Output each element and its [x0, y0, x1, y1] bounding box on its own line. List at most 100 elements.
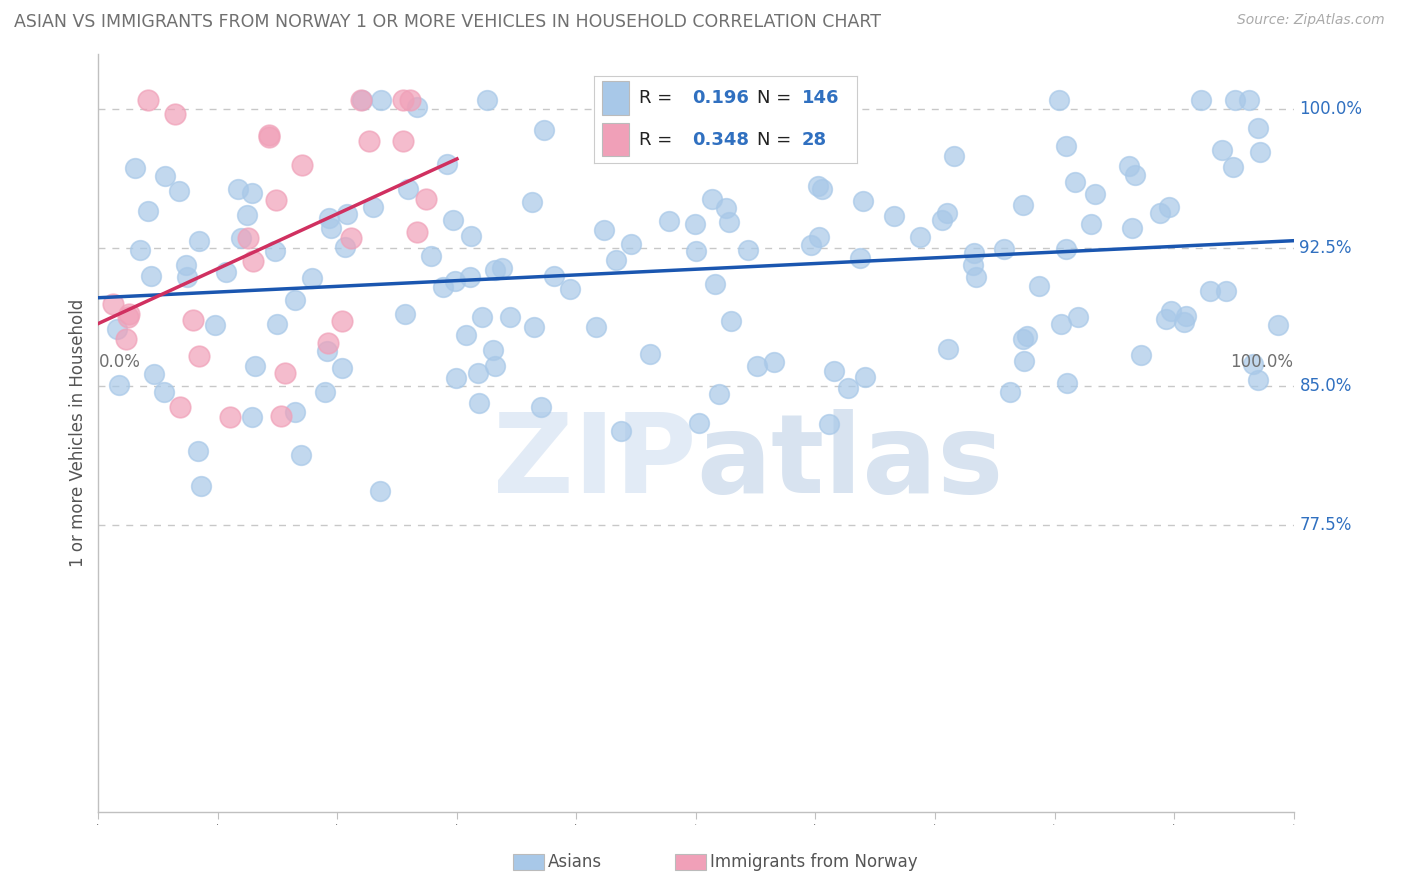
Point [638, 346, 661, 360]
Point [240, 410, 263, 425]
Point [823, 363, 845, 377]
Point [1237, 93, 1260, 107]
Point [330, 313, 353, 327]
Point [357, 134, 380, 148]
Point [340, 231, 363, 245]
Point [1000, 384, 1022, 399]
Point [266, 194, 288, 208]
Point [129, 243, 152, 257]
Text: 92.5%: 92.5% [1299, 239, 1353, 257]
Point [683, 217, 706, 231]
Point [330, 361, 353, 376]
Point [1012, 332, 1035, 346]
Point [481, 343, 503, 357]
Point [266, 317, 288, 331]
Point [240, 186, 263, 200]
Text: 85.0%: 85.0% [1299, 377, 1353, 395]
Point [236, 208, 259, 222]
Point [707, 386, 730, 401]
Point [436, 157, 458, 171]
Point [405, 100, 427, 114]
Point [368, 483, 391, 498]
Point [658, 213, 681, 227]
Point [238, 231, 260, 245]
Point [523, 320, 546, 334]
Point [392, 134, 415, 148]
Point [1199, 284, 1222, 298]
Point [543, 269, 565, 284]
Point [1149, 205, 1171, 219]
Point [226, 181, 249, 195]
Point [117, 310, 139, 325]
Point [763, 354, 786, 368]
Point [139, 269, 162, 284]
Y-axis label: 1 or more Vehicles in Household: 1 or more Vehicles in Household [69, 299, 87, 566]
Point [818, 417, 841, 432]
Point [284, 293, 307, 308]
Point [176, 270, 198, 285]
Point [273, 367, 295, 381]
Point [290, 448, 312, 462]
Point [167, 184, 190, 198]
Point [883, 209, 905, 223]
Point [181, 312, 204, 326]
Point [700, 192, 723, 206]
Point [1017, 328, 1039, 343]
Point [593, 222, 616, 236]
Point [301, 270, 323, 285]
Point [396, 182, 419, 196]
Point [460, 270, 482, 285]
Text: 100.0%: 100.0% [1230, 353, 1294, 371]
Point [243, 359, 266, 373]
Point [432, 280, 454, 294]
Point [335, 239, 357, 253]
Point [1225, 93, 1247, 107]
Point [747, 359, 769, 374]
Point [703, 277, 725, 292]
Point [136, 93, 159, 107]
Point [908, 229, 931, 244]
Text: 77.5%: 77.5% [1299, 516, 1353, 534]
Point [291, 158, 314, 172]
Point [441, 213, 464, 227]
Point [190, 478, 212, 492]
Point [943, 149, 966, 163]
Point [444, 371, 467, 385]
Point [714, 201, 737, 215]
Point [318, 211, 340, 225]
Point [852, 194, 875, 208]
Point [174, 258, 197, 272]
Point [471, 310, 494, 325]
Point [169, 400, 191, 414]
Point [522, 195, 544, 210]
Point [1011, 198, 1033, 212]
Point [136, 204, 159, 219]
Point [350, 93, 373, 107]
Point [336, 207, 359, 221]
Point [215, 264, 238, 278]
Point [849, 252, 872, 266]
Point [1050, 317, 1073, 331]
Point [1028, 279, 1050, 293]
Point [529, 400, 551, 414]
Point [257, 128, 280, 143]
Point [1173, 315, 1195, 329]
Point [737, 243, 759, 257]
Point [1012, 353, 1035, 368]
Point [188, 349, 211, 363]
Point [316, 343, 339, 358]
Point [1222, 160, 1244, 174]
Point [610, 424, 633, 438]
Text: 100.0%: 100.0% [1299, 100, 1362, 118]
Point [993, 242, 1015, 256]
Point [1215, 284, 1237, 298]
Point [370, 93, 392, 107]
Point [685, 244, 707, 259]
Point [484, 263, 506, 277]
Point [124, 161, 146, 175]
Point [242, 253, 264, 268]
Point [1249, 145, 1271, 159]
Point [962, 259, 984, 273]
Point [1123, 168, 1146, 182]
Point [1084, 186, 1107, 201]
